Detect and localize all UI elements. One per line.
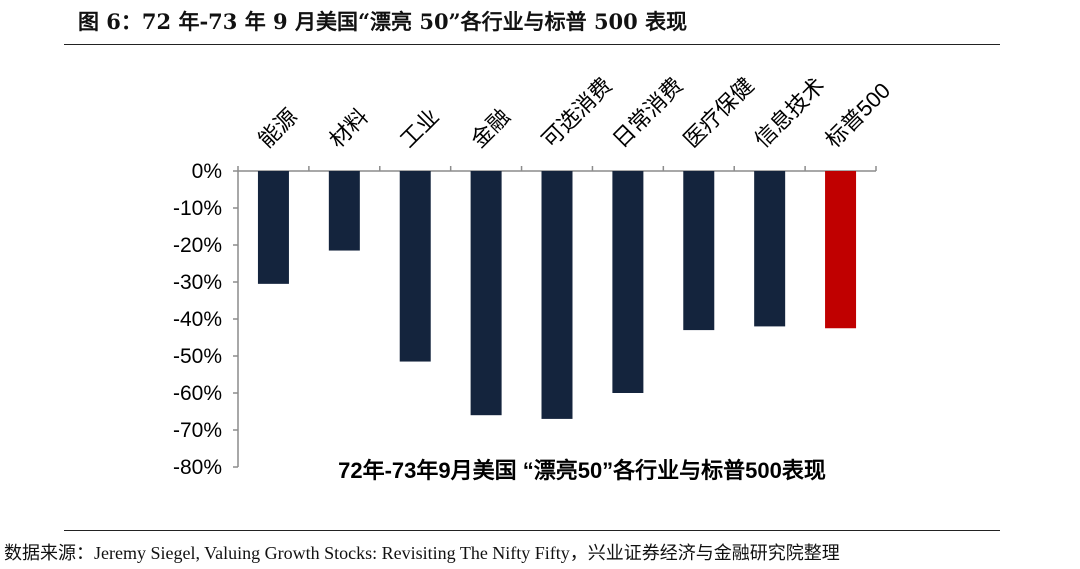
bar-1: [257, 171, 289, 284]
category-label: 金融: [466, 104, 515, 153]
y-tick-label: 0%: [192, 160, 222, 183]
bar-6: [612, 171, 644, 393]
bar-9: [825, 171, 857, 329]
y-tick-label: -50%: [173, 345, 222, 368]
y-tick-label: -30%: [173, 271, 222, 294]
category-label: 标普500: [820, 78, 895, 153]
y-tick-label: -20%: [173, 234, 222, 257]
source-rule: [64, 530, 1000, 531]
bar-chart: 0% -10% -20% -30% -40% -50% -60% -70% -80% 能源 材料工…: [173, 73, 895, 483]
bar-8: [754, 171, 786, 327]
y-tick-label: -60%: [173, 382, 222, 405]
category-label: 信息技术: [750, 73, 830, 153]
category-label: 可选消费: [537, 73, 617, 153]
category-label: 医疗保健: [679, 73, 759, 153]
bar-5: [541, 171, 573, 419]
figure-title: 图 6：72 年-73 年 9 月美国“漂亮 50”各行业与标普 500 表现: [78, 9, 688, 34]
title-rule: [64, 44, 1000, 45]
category-label: 工业: [395, 104, 444, 153]
source-note: 数据来源：Jeremy Siegel, Valuing Growth Stock…: [4, 543, 840, 563]
y-tick-label: -70%: [173, 419, 222, 442]
bar-7: [683, 171, 715, 331]
chart-title: 72年-73年9月美国 “漂亮50”各行业与标普500表现: [338, 458, 826, 483]
y-tick-label: -10%: [173, 197, 222, 220]
bars: [257, 171, 857, 419]
y-tick-label: -80%: [173, 456, 222, 479]
y-tick-label: -40%: [173, 308, 222, 331]
category-label: 材料: [324, 104, 373, 153]
category-label: 能源: [253, 104, 302, 153]
bar-4: [470, 171, 502, 416]
category-label: 日常消费: [608, 73, 688, 153]
bar-2: [328, 171, 360, 251]
bar-3: [399, 171, 431, 362]
